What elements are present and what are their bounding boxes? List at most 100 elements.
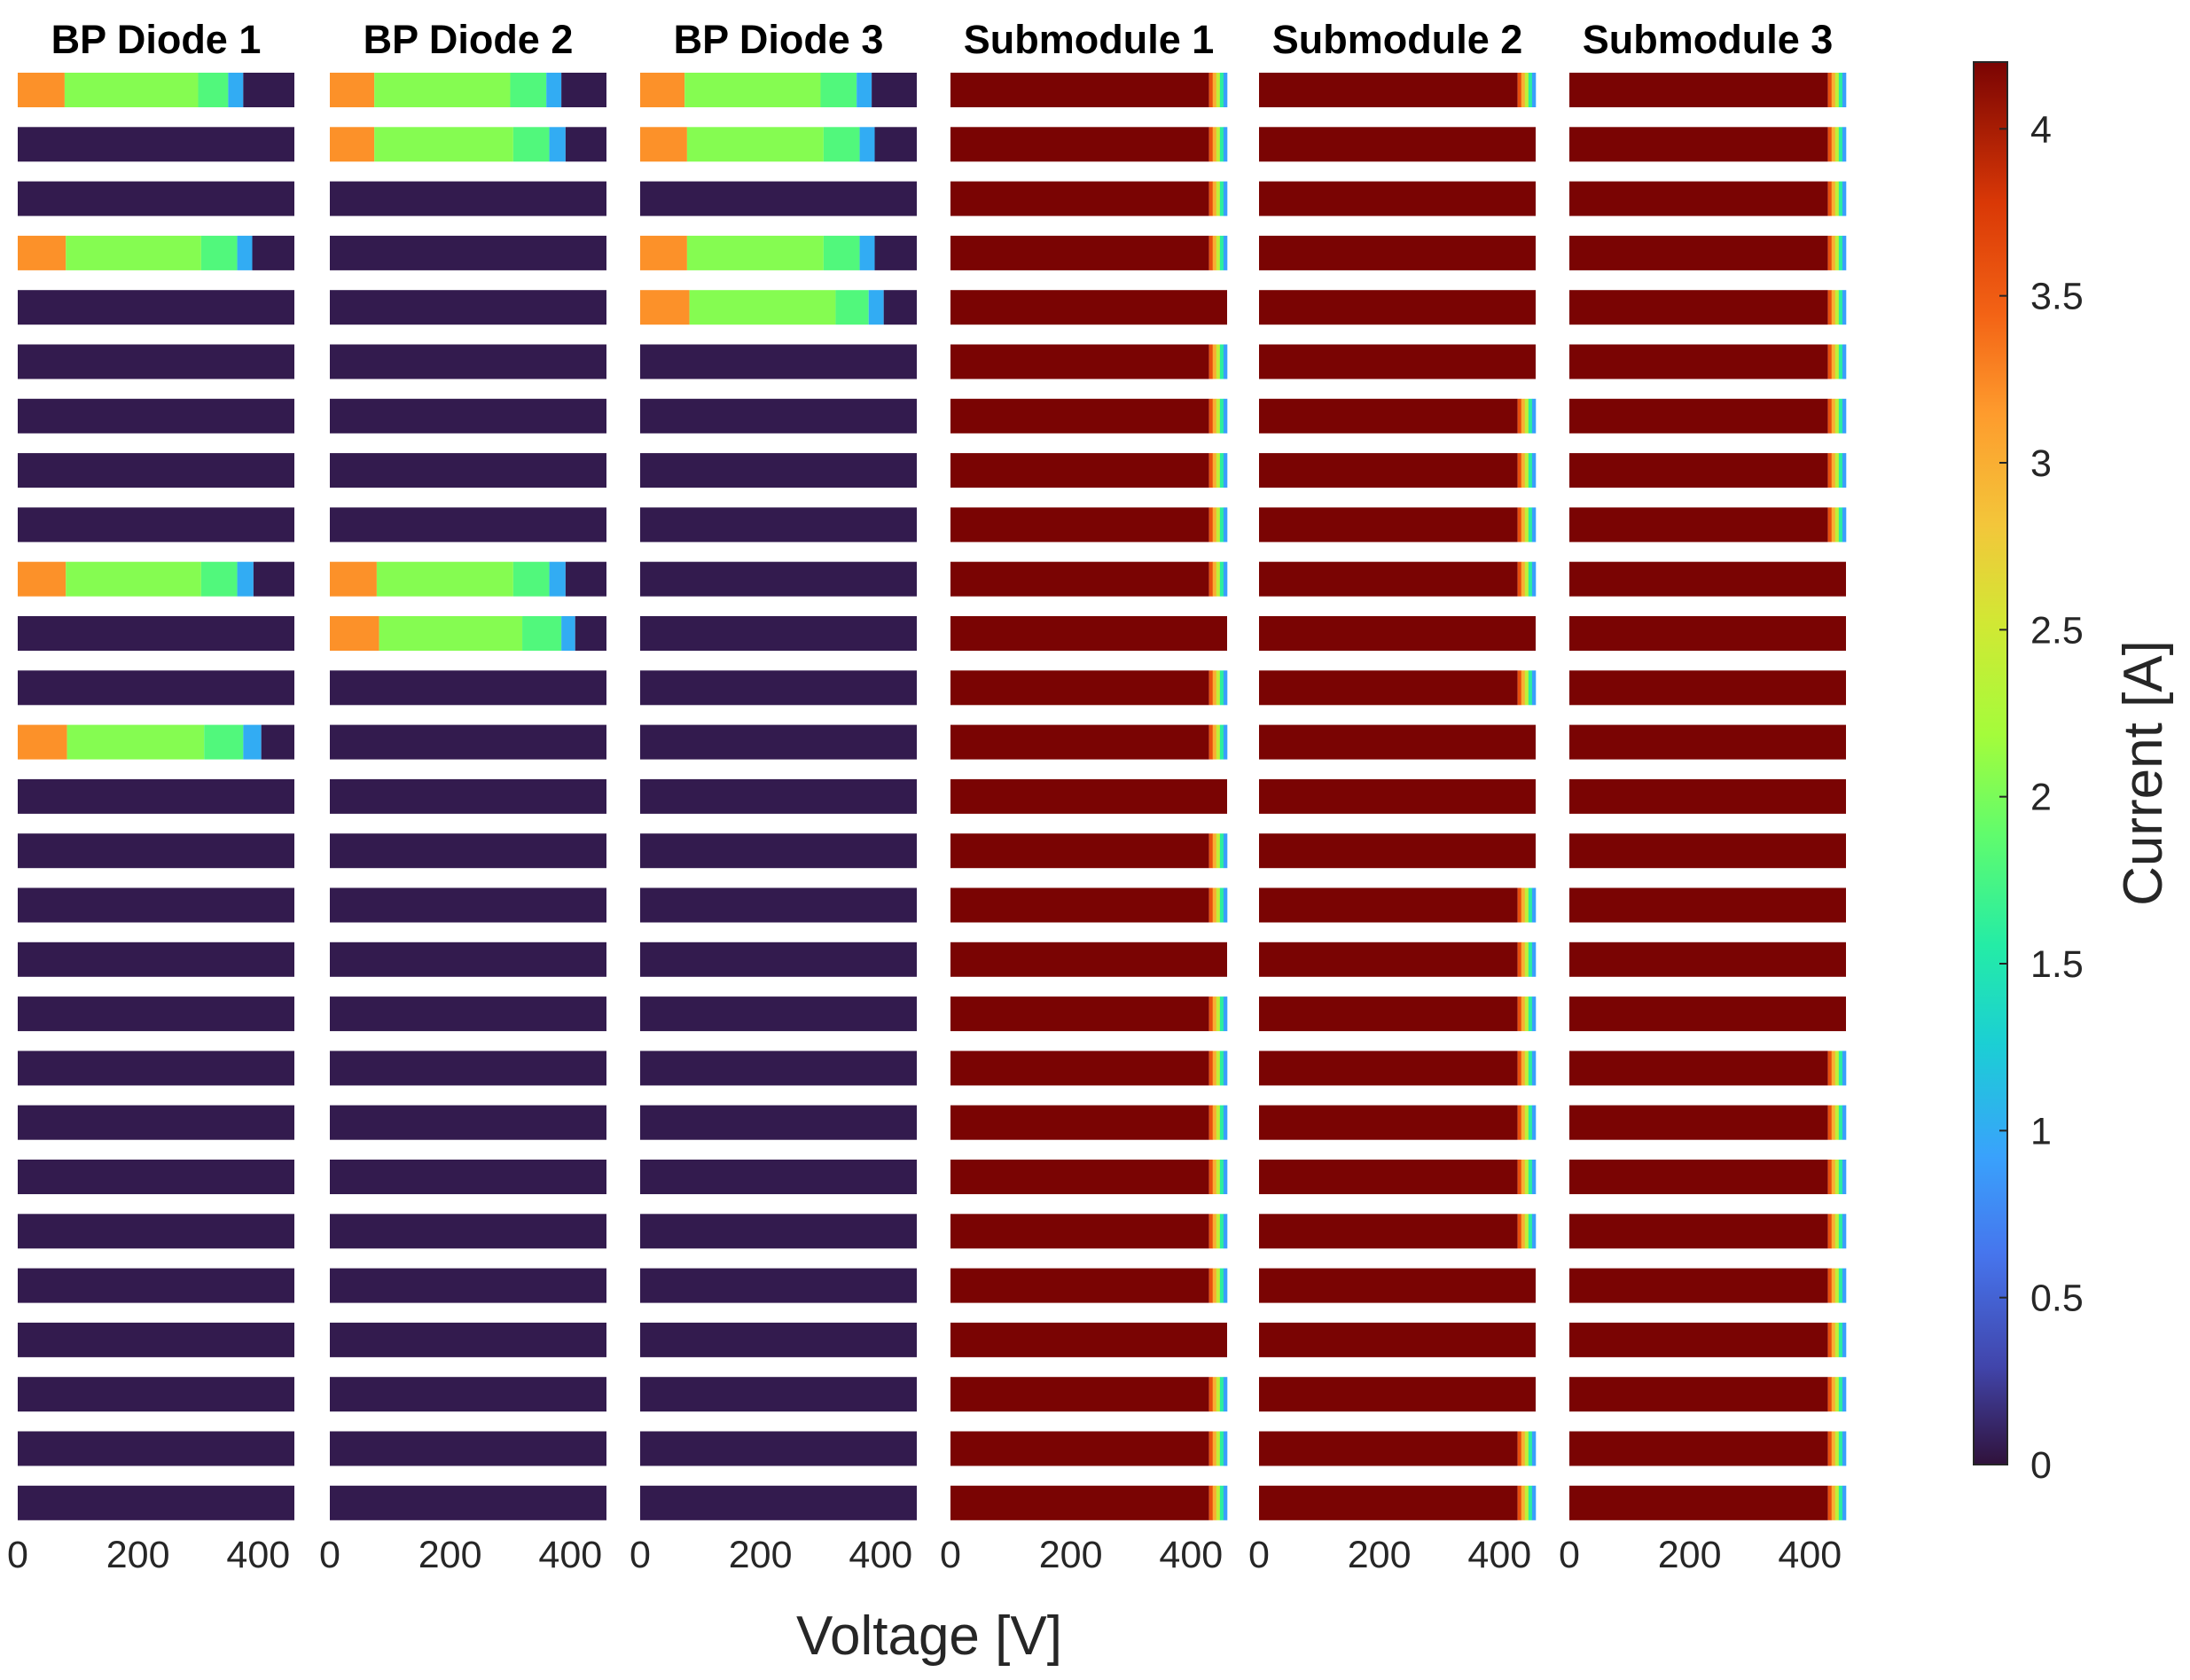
heatmap-cell <box>1223 887 1228 923</box>
heatmap-row <box>330 1214 606 1249</box>
heatmap-cell <box>1212 1105 1217 1140</box>
heatmap-cell <box>1223 507 1228 543</box>
heatmap-cell <box>1827 1268 1833 1303</box>
heatmap-cell <box>1219 453 1224 488</box>
heatmap-cell <box>1259 1051 1518 1086</box>
heatmap-cell <box>1569 1485 1828 1520</box>
heatmap-row <box>330 561 606 597</box>
heatmap-row <box>330 670 606 706</box>
heatmap-cell <box>1834 1377 1840 1412</box>
heatmap-row <box>640 561 917 597</box>
heatmap-cell <box>950 1268 1209 1303</box>
heatmap-cell <box>640 1268 917 1303</box>
heatmap-cell <box>1212 1268 1217 1303</box>
heatmap-cell <box>330 1214 606 1249</box>
heatmap-cell <box>1517 942 1522 977</box>
heatmap-cell <box>1834 453 1840 488</box>
heatmap-row <box>330 778 606 814</box>
heatmap-cell <box>1524 73 1529 107</box>
heatmap-cell <box>1521 670 1526 706</box>
heatmap-cell <box>1831 1268 1836 1303</box>
heatmap-cell <box>237 235 253 270</box>
heatmap-cell <box>1208 833 1214 869</box>
heatmap-cell <box>950 398 1209 434</box>
heatmap-cell <box>565 127 606 162</box>
heatmap-cell <box>1517 398 1522 434</box>
heatmap-cell <box>1831 344 1836 379</box>
heatmap-cell <box>1569 1160 1828 1194</box>
heatmap-cell <box>1831 1051 1836 1086</box>
heatmap-cell <box>18 235 66 270</box>
heatmap-row <box>640 73 917 107</box>
heatmap-cell <box>1216 1485 1221 1520</box>
heatmap-row <box>950 942 1227 977</box>
heatmap-cell <box>1208 127 1214 162</box>
heatmap-row <box>1569 1051 1847 1086</box>
heatmap-cell <box>1521 73 1526 107</box>
heatmap-cell <box>1212 73 1217 107</box>
heatmap-cell <box>330 1377 606 1412</box>
heatmap-cell <box>950 887 1209 923</box>
heatmap-row <box>18 1268 294 1303</box>
panel-title: Submodule 3 <box>1583 17 1834 62</box>
heatmap-cell <box>1212 887 1217 923</box>
heatmap-cell <box>1838 1377 1843 1412</box>
colorbar-tick-label: 0.5 <box>2030 1278 2084 1320</box>
heatmap-cell <box>1531 561 1537 597</box>
x-tick-label: 0 <box>319 1534 340 1576</box>
heatmap-row <box>640 616 917 651</box>
heatmap-cell <box>1212 561 1217 597</box>
heatmap-cell <box>243 73 294 107</box>
heatmap-cell <box>1524 996 1529 1032</box>
heatmap-row <box>1569 290 1847 325</box>
heatmap-cell <box>1831 1105 1836 1140</box>
heatmap-row <box>950 1105 1228 1140</box>
heatmap-cell <box>330 833 606 869</box>
heatmap-cell <box>1219 670 1224 706</box>
heatmap-cell <box>868 290 884 325</box>
heatmap-cell <box>684 73 821 107</box>
heatmap-cell <box>1521 1105 1526 1140</box>
heatmap-cell <box>1838 1051 1843 1086</box>
heatmap-row <box>1259 887 1537 923</box>
heatmap-cell <box>1838 1322 1843 1357</box>
heatmap-cell <box>1216 1431 1221 1466</box>
heatmap-cell <box>1569 181 1828 216</box>
heatmap-cell <box>640 670 917 706</box>
heatmap-cell <box>66 724 205 760</box>
heatmap-cell <box>1212 127 1217 162</box>
x-tick-label: 200 <box>418 1534 482 1576</box>
heatmap-cell <box>1216 181 1221 216</box>
heatmap-row <box>330 616 606 651</box>
heatmap-cell <box>950 127 1209 162</box>
heatmap-row <box>640 181 917 216</box>
heatmap-cell <box>1834 1160 1840 1194</box>
heatmap-cell <box>1219 1160 1224 1194</box>
heatmap-row <box>1569 996 1846 1032</box>
heatmap-cell <box>640 778 917 814</box>
heatmap-cell <box>640 290 690 325</box>
heatmap-cell <box>66 235 201 270</box>
heatmap-cell <box>1521 1160 1526 1194</box>
heatmap-cell <box>546 73 562 107</box>
heatmap-cell <box>874 235 917 270</box>
heatmap-cell <box>1216 833 1221 869</box>
heatmap-row <box>950 1431 1228 1466</box>
heatmap-row <box>330 127 606 162</box>
heatmap-cell <box>1219 235 1224 270</box>
heatmap-cell <box>950 290 1227 325</box>
heatmap-row <box>1569 942 1846 977</box>
x-tick-label: 0 <box>1559 1534 1580 1576</box>
heatmap-cell <box>1223 453 1228 488</box>
heatmap-cell <box>1569 561 1846 597</box>
heatmap-cell <box>1838 181 1843 216</box>
heatmap-cell <box>1831 1431 1836 1466</box>
heatmap-cell <box>1842 1377 1847 1412</box>
heatmap-cell <box>1219 724 1224 760</box>
heatmap-cell <box>330 887 606 923</box>
heatmap-row <box>1569 1268 1847 1303</box>
heatmap-row <box>950 670 1228 706</box>
colorbar-tick-label: 4 <box>2030 108 2052 151</box>
heatmap-cell <box>950 1377 1209 1412</box>
